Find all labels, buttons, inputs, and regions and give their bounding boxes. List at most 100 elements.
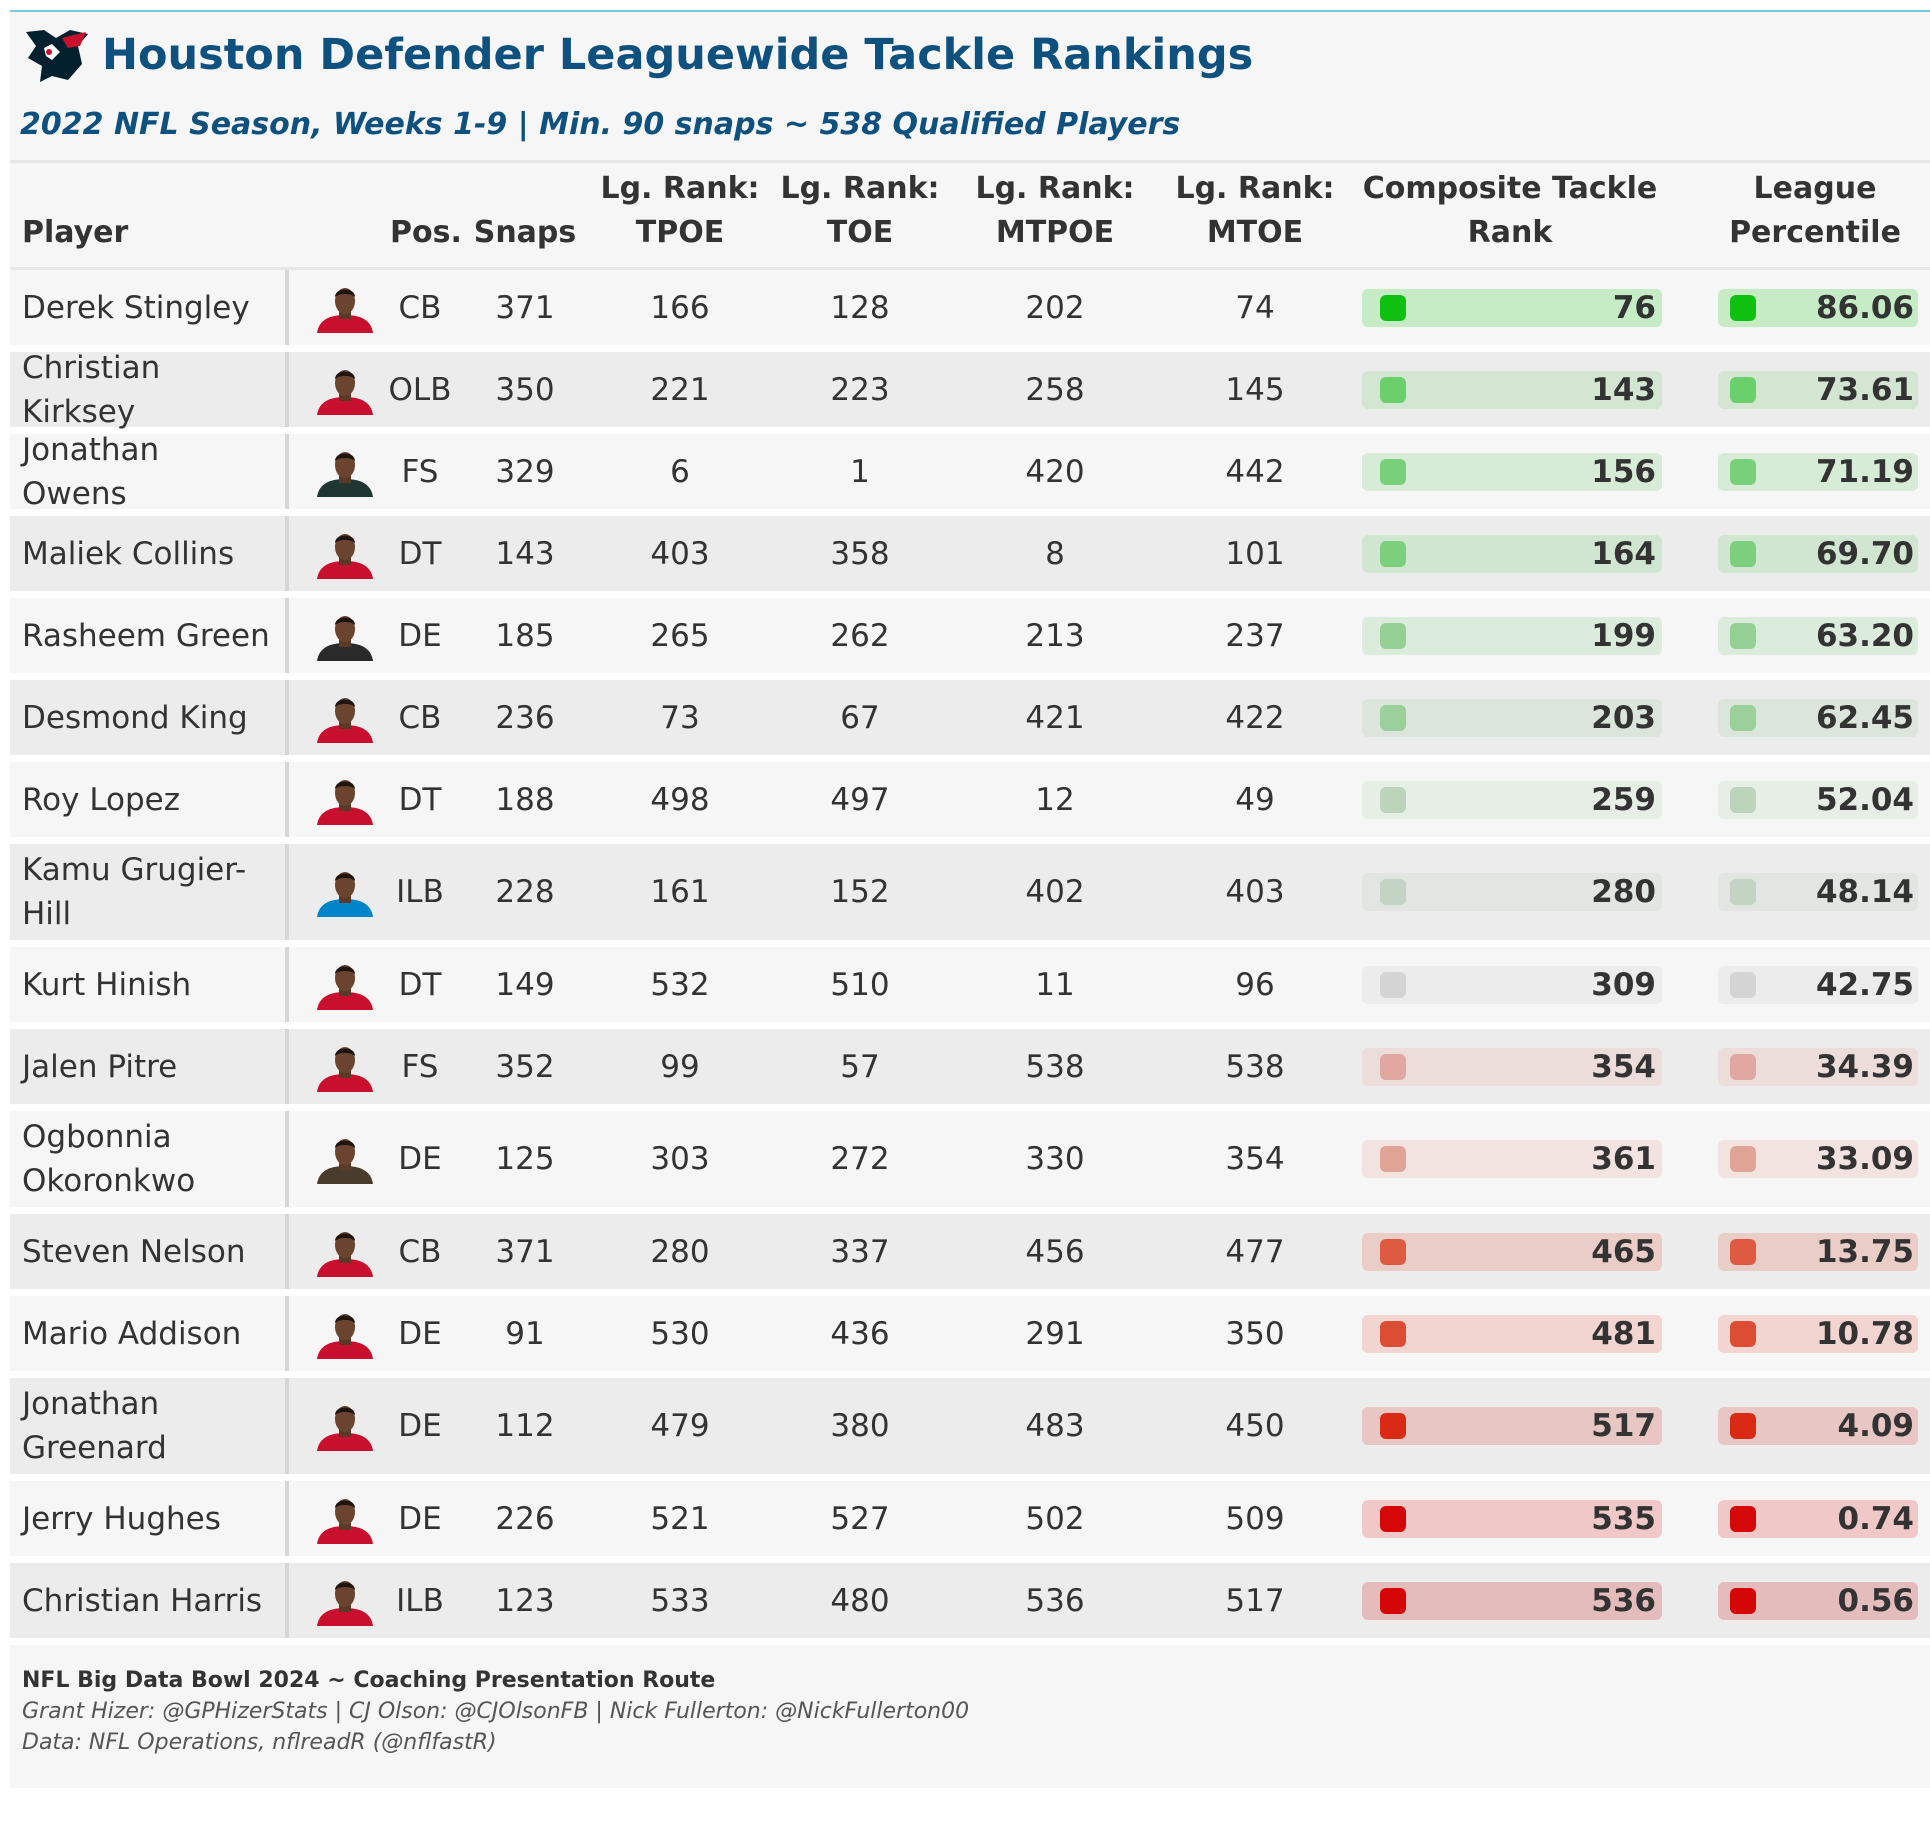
cell-snaps: 188 <box>495 781 555 818</box>
composite-rank-bar <box>1362 1407 1662 1445</box>
composite-rank-value: 199 <box>1591 617 1656 654</box>
cell-mtpoe: 420 <box>1025 453 1085 490</box>
composite-rank-value: 280 <box>1591 874 1656 910</box>
composite-rank-bar <box>1362 534 1662 573</box>
column-divider <box>285 844 289 940</box>
composite-rank-indicator <box>1380 1320 1406 1347</box>
player-headshot-icon <box>317 287 373 333</box>
cell-mtoe: 237 <box>1225 617 1285 654</box>
player-name: Rasheem Green <box>22 617 270 654</box>
table-row: Kamu Grugier-Hill ILB 228 161 152 402 403 280 48… <box>10 844 1930 947</box>
percentile-value: 33.09 <box>1815 1141 1914 1177</box>
composite-rank-indicator <box>1380 879 1406 905</box>
percentile-indicator <box>1730 1238 1756 1265</box>
table-panel: Houston Defender Leaguewide Tackle Ranki… <box>10 10 1930 1788</box>
footer-credits: Grant Hizer: @GPHizerStats | CJ Olson: @… <box>22 1699 970 1724</box>
cell-toe: 480 <box>830 1582 890 1619</box>
percentile-indicator <box>1730 786 1756 813</box>
player-headshot <box>305 270 385 345</box>
composite-rank-bar <box>1362 1140 1662 1178</box>
player-headshot-icon <box>317 779 373 825</box>
percentile-indicator <box>1730 1320 1756 1347</box>
table-row: Jalen Pitre FS 352 99 57 538 538 354 34.39 <box>10 1029 1930 1111</box>
cell-pos: DT <box>398 966 442 1003</box>
player-name: Steven Nelson <box>22 1233 246 1270</box>
player-name: Kamu Grugier-Hill <box>22 852 247 932</box>
cell-snaps: 185 <box>495 617 555 654</box>
composite-rank-indicator <box>1380 294 1406 321</box>
cell-snaps: 350 <box>495 371 555 408</box>
column-divider <box>285 1563 289 1638</box>
table-row: Christian Kirksey OLB 350 221 223 258 145 143 73… <box>10 349 1930 434</box>
cell-tpoe: 166 <box>650 289 710 326</box>
percentile-value: 62.45 <box>1815 699 1914 736</box>
player-name: Christian Kirksey <box>22 349 161 430</box>
table-row: Derek Stingley CB 371 166 128 202 74 76 86.06 <box>10 270 1930 352</box>
composite-rank-value: 309 <box>1591 966 1656 1003</box>
composite-rank-indicator <box>1380 1587 1406 1614</box>
cell-tpoe: 99 <box>660 1048 700 1085</box>
cell-mtpoe: 202 <box>1025 289 1085 326</box>
cell-pos: DE <box>398 617 442 654</box>
table-row: Jonathan Owens FS 329 6 1 420 442 156 71.19 <box>10 432 1930 516</box>
player-headshot-icon <box>317 964 373 1010</box>
table-header: Player Pos. Snaps Lg. Rank: TPOE Lg. Rank… <box>10 160 1930 270</box>
percentile-value: 69.70 <box>1815 535 1914 572</box>
cell-snaps: 352 <box>495 1048 555 1085</box>
composite-rank-value: 164 <box>1591 535 1656 572</box>
percentile-indicator <box>1730 1146 1756 1172</box>
cell-tpoe: 479 <box>650 1408 710 1444</box>
table-row: Rasheem Green DE 185 265 262 213 237 199 63.20 <box>10 598 1930 680</box>
composite-rank-bar <box>1362 965 1662 1004</box>
cell-mtoe: 49 <box>1235 781 1275 818</box>
footer-source-title: NFL Big Data Bowl 2024 ~ Coaching Presen… <box>22 1668 716 1693</box>
cell-tpoe: 161 <box>650 874 710 910</box>
column-divider <box>285 680 289 755</box>
percentile-value: 4.09 <box>1837 1408 1915 1444</box>
cell-mtoe: 101 <box>1225 535 1285 572</box>
cell-snaps: 226 <box>495 1500 555 1537</box>
composite-rank-bar <box>1362 452 1662 491</box>
percentile-value: 48.14 <box>1815 874 1914 910</box>
cell-mtpoe: 258 <box>1025 371 1085 408</box>
header-mtpoe-line2: MTPOE <box>995 215 1115 250</box>
cell-toe: 272 <box>830 1141 890 1177</box>
composite-rank-indicator <box>1380 540 1406 567</box>
player-headshot <box>305 1296 385 1371</box>
player-headshot <box>305 680 385 755</box>
header-tpoe-line1: Lg. Rank: <box>600 171 760 206</box>
cell-toe: 380 <box>830 1408 890 1444</box>
player-name: Christian Harris <box>22 1582 263 1619</box>
column-divider <box>285 270 289 345</box>
composite-rank-value: 535 <box>1591 1500 1656 1537</box>
title-row: Houston Defender Leaguewide Tackle Ranki… <box>22 20 1253 90</box>
composite-rank-indicator <box>1380 1146 1406 1172</box>
column-divider <box>285 1214 289 1289</box>
percentile-indicator <box>1730 1505 1756 1532</box>
composite-rank-bar <box>1362 698 1662 737</box>
table-row: Jonathan Greenard DE 112 479 380 483 450 517 4.0… <box>10 1378 1930 1481</box>
cell-tpoe: 6 <box>670 453 690 490</box>
cell-toe: 527 <box>830 1500 890 1537</box>
cell-tpoe: 498 <box>650 781 710 818</box>
header-composite-line1: Composite Tackle <box>1362 171 1658 206</box>
player-headshot <box>305 844 385 940</box>
cell-mtpoe: 421 <box>1025 699 1085 736</box>
player-headshot-icon <box>317 1580 373 1626</box>
cell-toe: 67 <box>840 699 880 736</box>
header-mtpoe-line1: Lg. Rank: <box>975 171 1135 206</box>
header-snaps: Snaps <box>473 215 577 250</box>
composite-rank-value: 354 <box>1591 1048 1656 1085</box>
player-name: Derek Stingley <box>22 289 250 326</box>
cell-mtoe: 442 <box>1225 453 1285 490</box>
column-divider <box>285 516 289 591</box>
player-headshot-icon <box>317 369 373 415</box>
cell-snaps: 329 <box>495 453 555 490</box>
cell-mtpoe: 8 <box>1045 535 1065 572</box>
player-name: Jonathan Greenard <box>22 1386 167 1466</box>
cell-pos: DE <box>398 1315 442 1352</box>
player-headshot <box>305 516 385 591</box>
composite-rank-indicator <box>1380 1505 1406 1532</box>
composite-rank-bar <box>1362 780 1662 819</box>
composite-rank-value: 517 <box>1591 1408 1656 1444</box>
